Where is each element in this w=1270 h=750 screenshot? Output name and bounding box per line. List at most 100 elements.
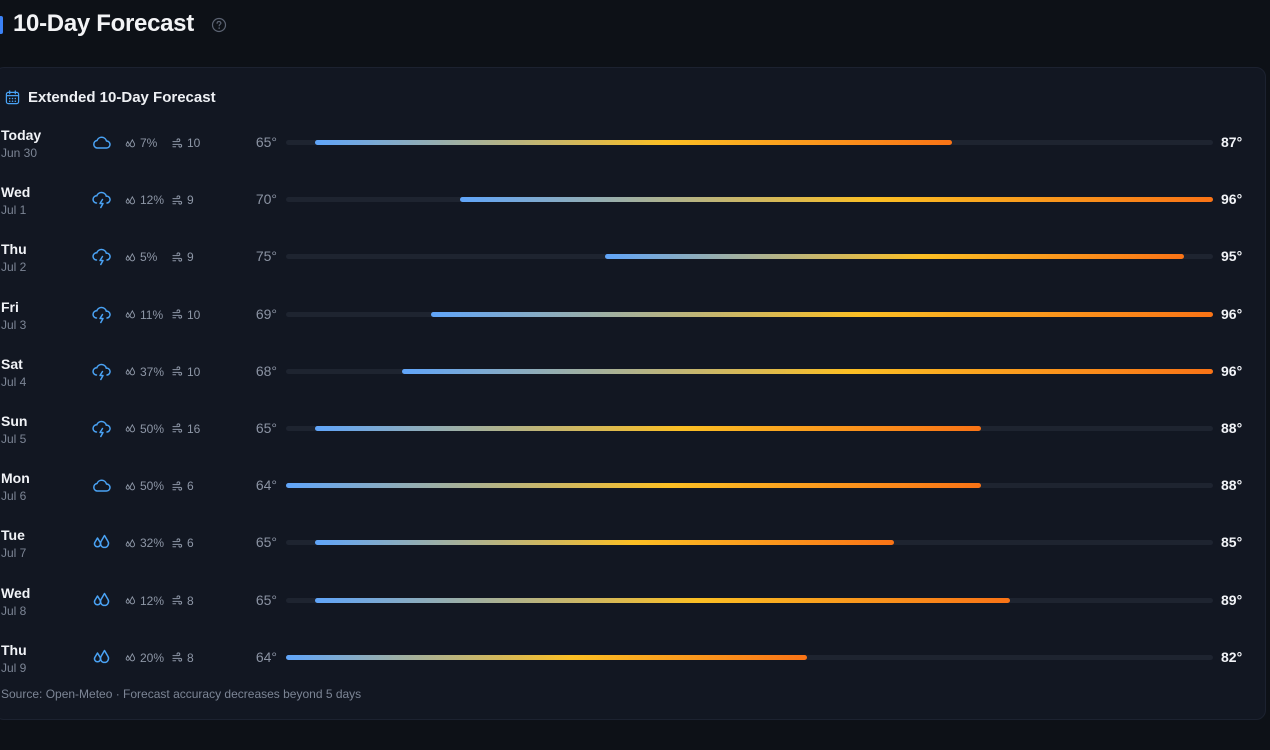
day-date: Jun 30: [1, 146, 38, 160]
raindrop-icon: [125, 538, 136, 548]
wind-value: 16: [187, 421, 201, 436]
raindrop-icon: [125, 653, 136, 662]
day-name: Mon: [1, 470, 30, 487]
wind-value: 10: [187, 307, 201, 322]
wind-value: 8: [187, 650, 194, 665]
temp-range-bar: [286, 654, 807, 660]
forecast-row[interactable]: Sat Jul 4 37% 10 68° 96°: [0, 343, 1270, 400]
precip-chance: 12%: [125, 594, 164, 608]
wind-value: 9: [187, 193, 194, 208]
low-temp: 65°: [255, 419, 277, 436]
high-temp: 87°: [1221, 134, 1243, 150]
forecast-row[interactable]: Tue Jul 7 32% 6 65° 85°: [0, 514, 1270, 571]
temp-range-bar: [286, 483, 981, 489]
low-temp: 75°: [255, 248, 277, 265]
temp-range-track: [286, 311, 1213, 317]
high-temp: 96°: [1221, 305, 1243, 322]
forecast-row[interactable]: Sun Jul 5 50% 16 65° 88°: [0, 400, 1270, 457]
high-temp: 82°: [1221, 648, 1243, 665]
footer-note: Source: Open-Meteo · Forecast accuracy d…: [1, 687, 362, 701]
wind-icon: [172, 595, 183, 605]
temp-range-track: [286, 483, 1213, 489]
day-date: Jul 8: [1, 603, 27, 618]
high-temp: 89°: [1221, 591, 1243, 608]
temp-range-track: [286, 425, 1213, 431]
day-date: Jul 9: [1, 660, 27, 675]
forecast-card: [0, 67, 1266, 720]
forecast-row[interactable]: Wed Jul 1 12% 9 70° 96°: [0, 171, 1270, 228]
cloud-lightning-icon: [92, 192, 111, 209]
day-name: Today: [1, 127, 42, 143]
calendar-icon: [5, 89, 20, 104]
raindrop-icon: [125, 195, 136, 205]
cloud-lightning-icon: [92, 363, 111, 380]
wind-value: 6: [187, 536, 194, 551]
precip-value: 32%: [140, 536, 165, 551]
day-date: Jul 4: [1, 374, 27, 389]
wind-icon: [172, 423, 183, 434]
question-circle-icon[interactable]: [211, 17, 227, 33]
day-date: Jul 7: [1, 546, 27, 561]
wind-value: 10: [187, 364, 201, 379]
precip-chance: 7%: [125, 136, 157, 150]
page-title: 10-Day Forecast: [13, 10, 194, 37]
cloud-icon: [93, 479, 111, 492]
day-name: Wed: [1, 184, 31, 201]
day-date: Jul 5: [1, 431, 27, 446]
precip-value: 50%: [140, 421, 165, 436]
forecast-row[interactable]: Thu Jul 2 5% 9 75° 95°: [0, 228, 1270, 285]
temp-range-bar: [315, 140, 952, 145]
raindrop-icon: [125, 252, 136, 262]
cloud-lightning-icon: [92, 306, 111, 323]
temp-range-bar: [605, 254, 1184, 260]
forecast-row[interactable]: Today Jun 30 7% 10 65° 87°: [0, 114, 1270, 171]
temp-range-bar: [402, 368, 1213, 374]
precip-chance: 20%: [125, 651, 164, 665]
low-temp: 64°: [255, 477, 277, 494]
precip-value: 7%: [140, 136, 158, 150]
raindrop-icon: [125, 424, 136, 433]
high-temp: 88°: [1221, 419, 1243, 436]
temp-range-bar: [315, 540, 894, 546]
temp-range-bar: [460, 197, 1213, 203]
high-temp: 95°: [1221, 248, 1243, 265]
precip-value: 20%: [140, 650, 165, 665]
temp-range-track: [286, 540, 1213, 546]
forecast-row[interactable]: Fri Jul 3 11% 10 69° 96°: [0, 286, 1270, 343]
precip-chance: 5%: [125, 250, 157, 264]
precip-value: 11%: [140, 307, 164, 322]
precip-chance: 50%: [125, 479, 164, 493]
precip-value: 12%: [140, 593, 165, 608]
precip-value: 12%: [140, 193, 165, 208]
wind-value: 10: [187, 136, 201, 150]
raindrop-icon: [125, 138, 136, 147]
temp-range-bar: [315, 597, 1010, 603]
forecast-row[interactable]: Wed Jul 8 12% 8 65° 89°: [0, 572, 1270, 629]
cloud-lightning-icon: [92, 249, 111, 266]
high-temp: 85°: [1221, 534, 1243, 551]
low-temp: 64°: [255, 648, 277, 665]
day-name: Wed: [1, 584, 31, 601]
wind-icon: [172, 252, 183, 262]
forecast-row[interactable]: Thu Jul 9 20% 8 64° 82°: [0, 629, 1270, 686]
precip-value: 5%: [140, 250, 158, 265]
day-date: Jul 2: [1, 260, 27, 275]
temp-range-track: [286, 140, 1213, 145]
wind-speed: 10: [172, 365, 200, 379]
wind-value: 9: [187, 250, 194, 265]
day-name: Tue: [1, 527, 25, 544]
raindrop-icon: [125, 595, 136, 605]
wind-speed: 8: [172, 594, 194, 608]
day-name: Sun: [1, 412, 28, 429]
temp-range-bar: [315, 425, 981, 431]
wind-speed: 16: [172, 422, 200, 436]
precip-value: 50%: [140, 479, 165, 494]
raindrop-icon: [125, 367, 136, 376]
wind-icon: [172, 309, 183, 319]
day-date: Jul 6: [1, 489, 27, 504]
forecast-row[interactable]: Mon Jul 6 50% 6 64° 88°: [0, 457, 1270, 514]
droplets-icon: [93, 535, 110, 549]
cloud-lightning-icon: [92, 420, 111, 438]
high-temp: 96°: [1221, 362, 1243, 379]
temp-range-track: [286, 254, 1213, 260]
